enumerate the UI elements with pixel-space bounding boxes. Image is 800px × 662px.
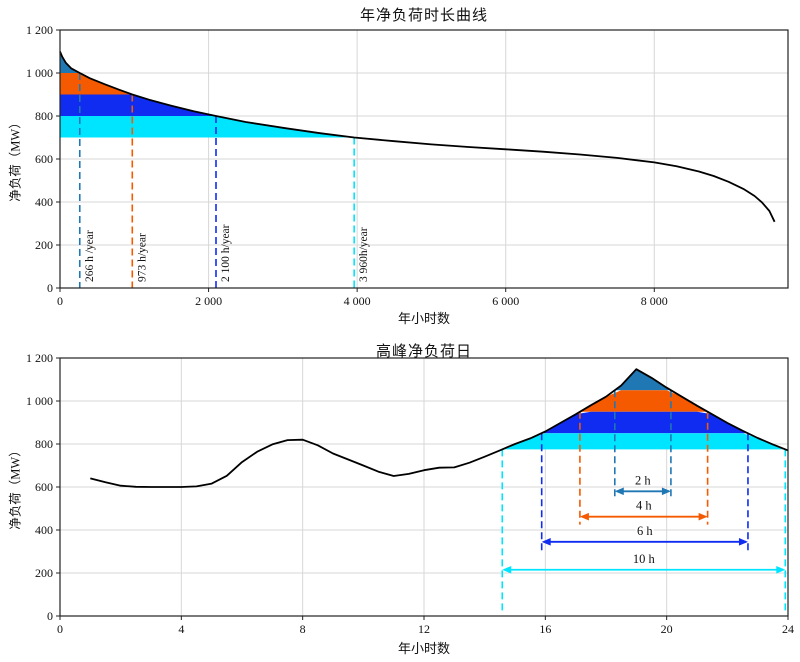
duration-annotation: 2 100 h/year <box>220 224 232 282</box>
svg-text:600: 600 <box>35 152 53 166</box>
reference-lines: 266 h /year 973 h/year 2 100 h/year 3 960h/… <box>78 73 370 288</box>
svg-text:0: 0 <box>57 622 63 636</box>
svg-text:16: 16 <box>539 622 551 636</box>
peak-day-canvas: 2 h 4 h 6 h 10 h 0 4 8 12 16 20 24 0 200 400 600 800 1 0… <box>26 351 794 636</box>
duration-annotation: 3 960h/year <box>358 227 370 282</box>
svg-text:800: 800 <box>35 437 53 451</box>
svg-text:0: 0 <box>47 609 53 623</box>
band-700-800MW <box>60 116 355 138</box>
svg-text:0: 0 <box>57 294 63 308</box>
band-800-900MW <box>60 94 216 116</box>
arrow-label: 6 h <box>637 524 653 538</box>
svg-text:6 000: 6 000 <box>492 294 519 308</box>
duration-curve-chart: 266 h /year 973 h/year 2 100 h/year 3 960h/… <box>8 8 789 326</box>
svg-text:1 200: 1 200 <box>26 23 53 37</box>
svg-text:800: 800 <box>35 109 53 123</box>
svg-text:8: 8 <box>300 622 306 636</box>
svg-text:20: 20 <box>661 622 673 636</box>
svg-text:1 000: 1 000 <box>26 394 53 408</box>
peak-band-850-950MW <box>541 411 748 434</box>
storage-bands <box>60 51 355 138</box>
svg-text:12: 12 <box>418 622 430 636</box>
svg-text:200: 200 <box>35 566 53 580</box>
peak-band-775-850MW <box>502 433 786 450</box>
duration-chart-ylabel: 净负荷（MW） <box>8 116 23 202</box>
duration-chart-xlabel: 年小时数 <box>397 311 450 326</box>
svg-text:400: 400 <box>35 195 53 209</box>
grid <box>60 29 788 288</box>
peak-band-950-1050MW <box>579 390 708 412</box>
svg-text:4 000: 4 000 <box>344 294 371 308</box>
svg-text:2 000: 2 000 <box>195 294 222 308</box>
load-curve <box>59 51 776 223</box>
storage-bands <box>502 369 786 450</box>
svg-text:24: 24 <box>782 622 794 636</box>
axis-ticks: 0 4 8 12 16 20 24 0 200 400 600 800 1 000 1 200 <box>26 351 794 636</box>
band-above-1000MW <box>60 51 80 73</box>
load-curve <box>90 368 789 488</box>
duration-annotation: 973 h/year <box>136 233 148 282</box>
svg-text:4: 4 <box>178 622 184 636</box>
svg-text:0: 0 <box>47 281 53 295</box>
arrow-label: 10 h <box>633 552 656 566</box>
peak-day-chart-xlabel: 年小时数 <box>397 641 450 656</box>
duration-curve-canvas: 266 h /year 973 h/year 2 100 h/year 3 960h/… <box>26 23 789 308</box>
svg-text:200: 200 <box>35 238 53 252</box>
svg-text:600: 600 <box>35 480 53 494</box>
peak-day-chart: 2 h 4 h 6 h 10 h 0 4 8 12 16 20 24 0 200 400 600 800 1 0… <box>0 332 800 662</box>
arrow-label: 2 h <box>635 473 651 487</box>
svg-text:1 200: 1 200 <box>26 351 53 365</box>
duration-annotation: 266 h /year <box>84 230 96 282</box>
svg-text:1 000: 1 000 <box>26 66 53 80</box>
peak-day-chart-ylabel: 净负荷（MW） <box>8 444 23 530</box>
reference-lines <box>501 390 787 613</box>
band-900-1000MW <box>60 73 133 95</box>
svg-text:8 000: 8 000 <box>641 294 668 308</box>
duration-chart-title: 年净负荷时长曲线 <box>359 8 488 24</box>
svg-text:400: 400 <box>35 523 53 537</box>
peak-day-chart-title: 高峰净负荷日 <box>375 344 472 360</box>
duration-arrows: 2 h 4 h 6 h 10 h <box>502 471 786 574</box>
peak-band-above-1050MW <box>614 369 671 391</box>
arrow-label: 4 h <box>636 499 652 513</box>
axis-ticks: 0 2 000 4 000 6 000 8 000 0 200 400 600 800 1 000 1… <box>26 23 668 308</box>
